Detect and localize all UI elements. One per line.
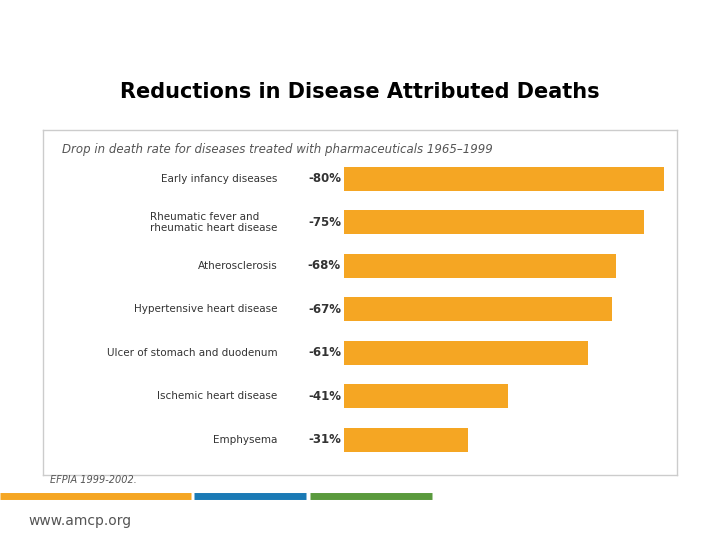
Text: -41%: -41% [308, 390, 341, 403]
Text: Ulcer of stomach and duodenum: Ulcer of stomach and duodenum [107, 348, 278, 358]
Text: Value of Pharmaceuticals: Value of Pharmaceuticals [102, 16, 618, 49]
Text: Hypertensive heart disease: Hypertensive heart disease [134, 305, 278, 314]
Text: Early infancy diseases: Early infancy diseases [161, 174, 278, 184]
FancyBboxPatch shape [344, 254, 616, 278]
FancyBboxPatch shape [344, 298, 612, 321]
FancyBboxPatch shape [344, 384, 508, 408]
FancyBboxPatch shape [344, 167, 664, 191]
Text: Ischemic heart disease: Ischemic heart disease [158, 391, 278, 401]
Text: Reductions in Disease Attributed Deaths: Reductions in Disease Attributed Deaths [120, 82, 600, 102]
FancyBboxPatch shape [344, 211, 644, 234]
Text: Emphysema: Emphysema [213, 435, 278, 444]
Text: Rheumatic fever and
rheumatic heart disease: Rheumatic fever and rheumatic heart dise… [150, 212, 278, 233]
Text: -67%: -67% [308, 303, 341, 316]
Text: EFPIA 1999-2002.: EFPIA 1999-2002. [50, 475, 136, 484]
Text: -75%: -75% [308, 216, 341, 229]
Text: -61%: -61% [308, 346, 341, 359]
Text: -68%: -68% [308, 259, 341, 272]
Text: -31%: -31% [308, 433, 341, 446]
Text: Atherosclerosis: Atherosclerosis [198, 261, 278, 271]
Text: Drop in death rate for diseases treated with pharmaceuticals 1965–1999: Drop in death rate for diseases treated … [62, 144, 493, 157]
Text: www.amcp.org: www.amcp.org [29, 514, 132, 528]
Text: -80%: -80% [308, 172, 341, 185]
FancyBboxPatch shape [344, 428, 468, 451]
FancyBboxPatch shape [344, 341, 588, 364]
